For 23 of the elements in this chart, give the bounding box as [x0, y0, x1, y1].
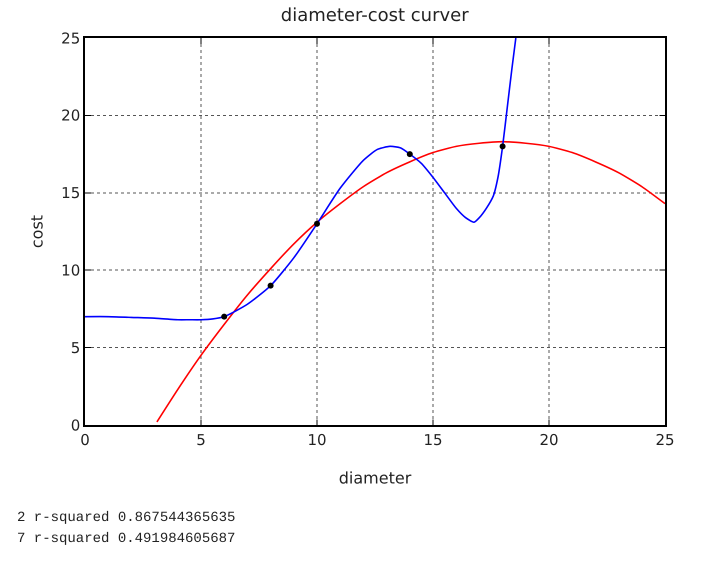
line-series: [85, 38, 517, 321]
point: [406, 151, 413, 158]
x-tick-label: 25: [655, 430, 675, 449]
x-tick-label: 5: [196, 430, 206, 449]
text: 2 r-squared 0.867544365635: [17, 510, 236, 526]
x-axis-title: diameter: [338, 468, 412, 488]
x-tick-label: 20: [539, 430, 559, 449]
point: [500, 143, 506, 150]
y-tick-label: 10: [61, 261, 80, 280]
x-tick-label: 15: [423, 430, 443, 449]
point: [268, 282, 274, 289]
y-axis-title: cost: [28, 214, 46, 248]
text: 7 r-squared 0.491984605687: [17, 531, 236, 547]
y-tick-label: 0: [70, 416, 80, 434]
y-tick-label: 25: [61, 29, 80, 48]
point: [314, 220, 320, 227]
y-tick-label: 15: [61, 184, 80, 202]
y-tick-label: 20: [61, 106, 80, 125]
line-series: [156, 140, 665, 423]
x-tick-label: 10: [307, 430, 327, 449]
y-tick-label: 5: [70, 338, 80, 357]
chart-title: diameter-cost curver: [280, 5, 470, 26]
point: [221, 314, 228, 320]
